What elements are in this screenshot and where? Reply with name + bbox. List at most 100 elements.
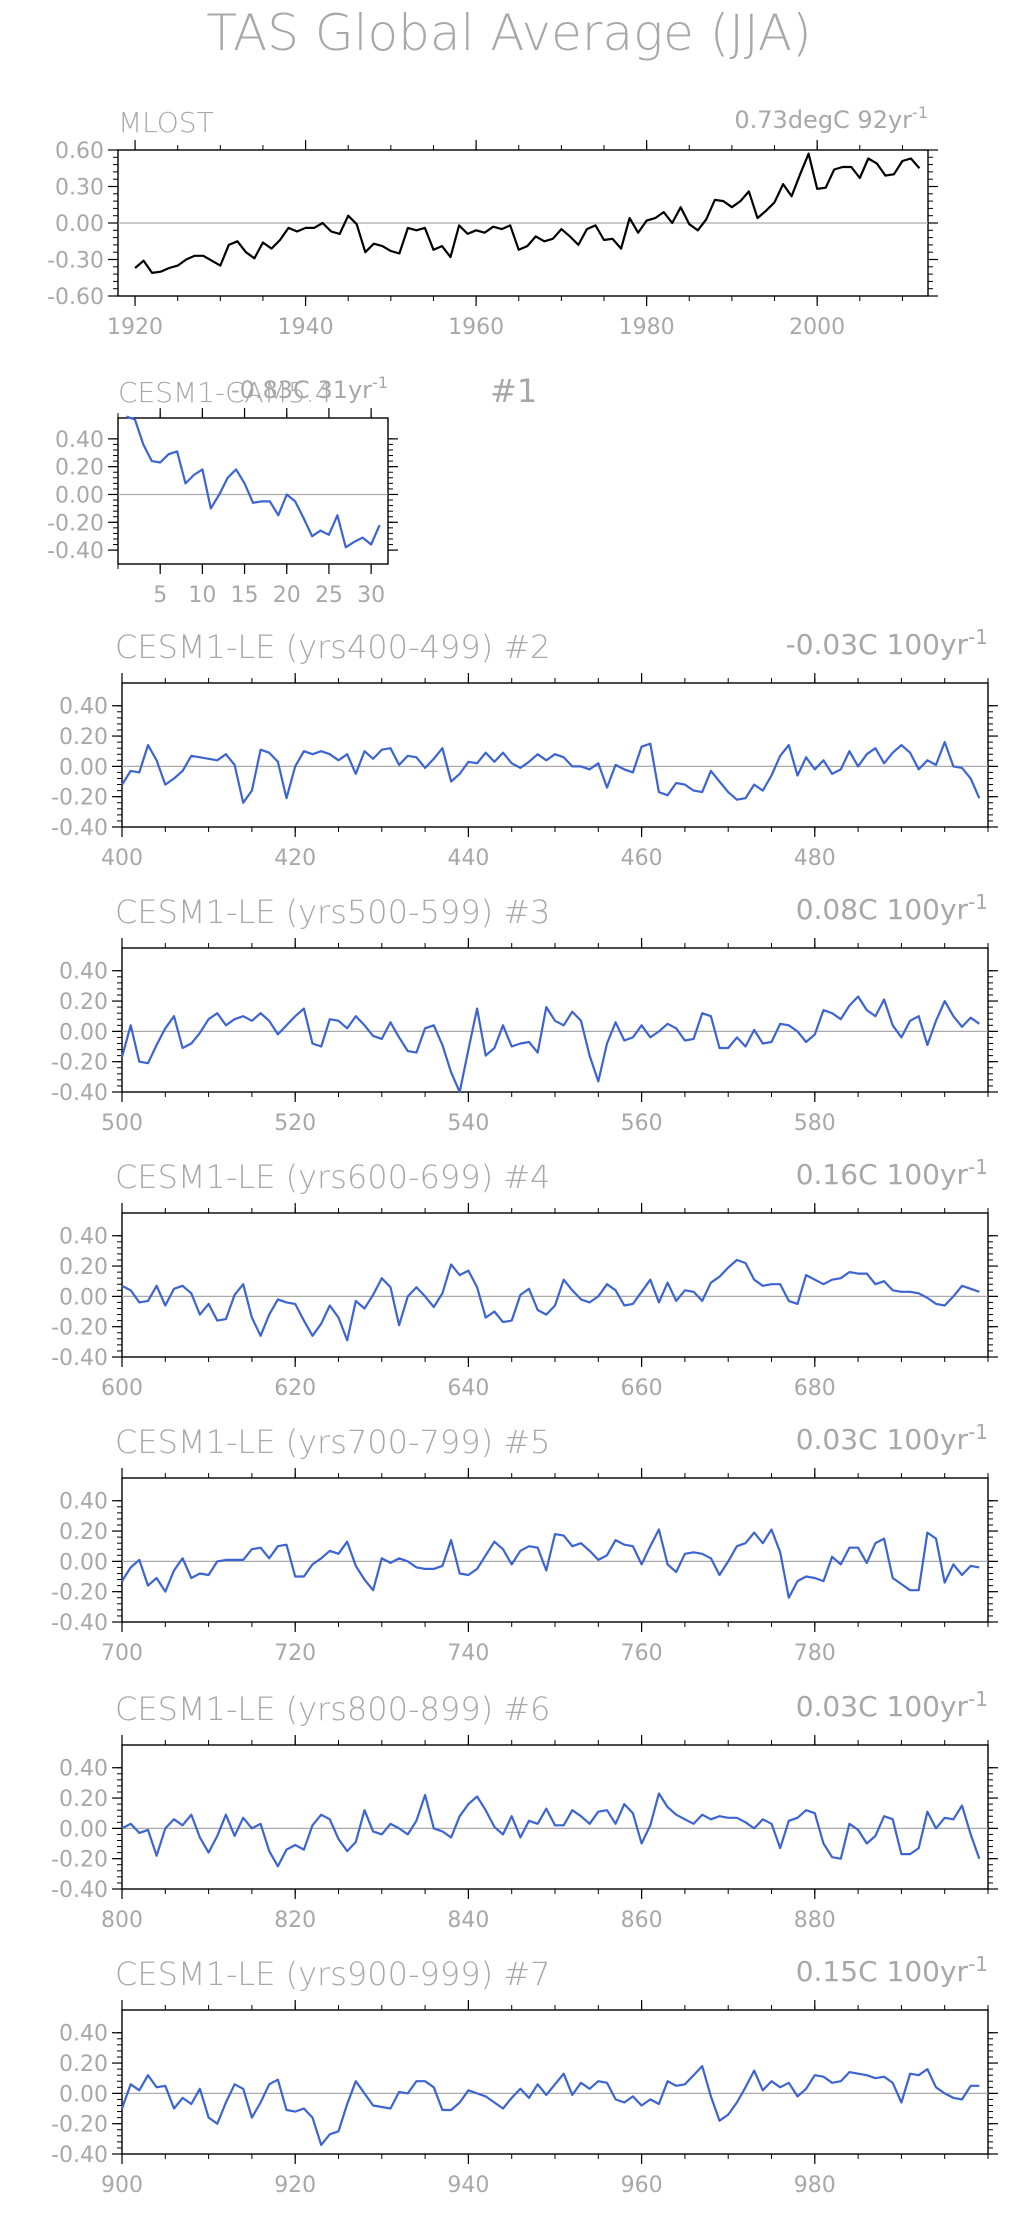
y-tick-label: 0.20 xyxy=(59,990,108,1015)
trend-label: -0.03C 100yr-1 xyxy=(786,625,988,661)
y-tick-label: -0.20 xyxy=(51,786,108,811)
y-tick-label: 0.40 xyxy=(55,428,104,453)
trend-exponent: -1 xyxy=(968,890,988,914)
x-tick-label: 580 xyxy=(794,1111,836,1136)
x-tick-label: 880 xyxy=(794,1908,836,1933)
x-tick-label: 680 xyxy=(794,1376,836,1401)
x-tick-label: 740 xyxy=(447,1641,489,1666)
x-tick-label: 20 xyxy=(273,583,301,608)
y-tick-label: 0.40 xyxy=(59,2022,108,2047)
x-tick-label: 960 xyxy=(621,2173,663,2198)
x-tick-label: 640 xyxy=(447,1376,489,1401)
x-tick-label: 2000 xyxy=(789,315,845,340)
y-tick-label: 0.20 xyxy=(59,725,108,750)
y-tick-label: 0.20 xyxy=(55,456,104,481)
panel-3: 0.40 0.20 0.00 -0.20 -0.40 400 420 440 460 480 CES… xyxy=(51,625,998,871)
x-tick-label: 500 xyxy=(101,1111,143,1136)
run-label: #1 xyxy=(490,372,537,410)
x-tick-label: 600 xyxy=(101,1376,143,1401)
trend-exponent: -1 xyxy=(968,1155,988,1179)
x-tick-label: 820 xyxy=(274,1908,316,1933)
x-tick-label: 700 xyxy=(101,1641,143,1666)
y-tick-label: 0.00 xyxy=(59,1817,108,1842)
panel-title: CESM1-LE (yrs900-999) #7 xyxy=(115,1955,550,1993)
x-tick-label: 440 xyxy=(447,846,489,871)
series-line xyxy=(134,152,921,274)
x-tick-label: 900 xyxy=(101,2173,143,2198)
x-tick-label: 940 xyxy=(447,2173,489,2198)
plot-frame xyxy=(121,1744,989,1890)
x-tick-label: 25 xyxy=(315,583,343,608)
x-tick-label: 560 xyxy=(621,1111,663,1136)
trend-label: 0.03C 100yr-1 xyxy=(796,1420,988,1456)
y-tick-label: 0.20 xyxy=(59,1520,108,1545)
panel-title: CESM1-LE (yrs800-899) #6 xyxy=(115,1690,550,1728)
panel-2: 0.40 0.200.00 -0.20 -0.40 5 10 15 20 25 30 CESM1-C… xyxy=(47,372,537,608)
y-tick-label: -0.40 xyxy=(51,1081,108,1106)
y-tick-label: 0.40 xyxy=(59,960,108,985)
y-tick-label: 0.40 xyxy=(59,695,108,720)
y-tick-label: 0.00 xyxy=(59,1550,108,1575)
y-tick-label: -0.20 xyxy=(51,1316,108,1341)
series-line xyxy=(121,1792,981,1868)
x-tick-label: 1980 xyxy=(619,315,675,340)
x-tick-label: 620 xyxy=(274,1376,316,1401)
y-tick-label: 0.00 xyxy=(59,1285,108,1310)
x-tick-label: 540 xyxy=(447,1111,489,1136)
x-tick-label: 800 xyxy=(101,1908,143,1933)
trend-label: 0.73degC 92yr-1 xyxy=(734,103,928,134)
series-line xyxy=(126,415,381,549)
panel-title: CESM1-LE (yrs400-499) #2 xyxy=(115,628,550,666)
trend-exponent: -1 xyxy=(968,1687,988,1711)
series-line xyxy=(120,995,980,1094)
series-line xyxy=(121,740,981,804)
x-tick-label: 720 xyxy=(274,1641,316,1666)
panel-title: CESM1-LE (yrs600-699) #4 xyxy=(115,1158,550,1196)
y-tick-label: -0.20 xyxy=(51,1581,108,1606)
y-tick-label: 0.20 xyxy=(59,1787,108,1812)
x-tick-label: 460 xyxy=(621,846,663,871)
trend-label: 0.16C 100yr-1 xyxy=(796,1155,988,1191)
x-tick-label: 1940 xyxy=(278,315,334,340)
plot-frame xyxy=(117,417,389,565)
x-tick-label: 400 xyxy=(101,846,143,871)
x-tick-label: 10 xyxy=(188,583,216,608)
x-tick-label: 5 xyxy=(153,583,167,608)
y-tick-label: 0.00 xyxy=(55,483,104,508)
y-tick-label: 0.60 xyxy=(55,139,104,164)
y-tick-label: 0.00 xyxy=(59,755,108,780)
y-tick-label: 0.30 xyxy=(55,176,104,201)
panel-title: CESM1-LE (yrs700-799) #5 xyxy=(115,1423,550,1461)
trend-label: 0.03C 100yr-1 xyxy=(796,1687,988,1723)
x-tick-label: 780 xyxy=(794,1641,836,1666)
panel-6: 0.40 0.20 0.00 -0.20 -0.40 700 720 740 760 780 CES… xyxy=(51,1420,998,1666)
trend-exponent: -1 xyxy=(372,373,388,392)
y-tick-label: 0.40 xyxy=(59,1757,108,1782)
panel-7: 0.40 0.20 0.00 -0.20 -0.40 800 820 840 860 880 CES… xyxy=(51,1687,998,1933)
x-tick-label: 660 xyxy=(621,1376,663,1401)
y-tick-label: -0.20 xyxy=(47,511,104,536)
plot-frame xyxy=(121,1212,989,1358)
y-tick-label: -0.40 xyxy=(47,539,104,564)
x-tick-label: 860 xyxy=(621,1908,663,1933)
x-tick-label: 920 xyxy=(274,2173,316,2198)
y-tick-label: 0.20 xyxy=(59,2052,108,2077)
y-tick-label: -0.40 xyxy=(51,1878,108,1903)
panel-title: CESM1-CAM5.4 xyxy=(118,376,332,409)
panel-title: CESM1-LE (yrs500-599) #3 xyxy=(115,893,550,931)
plot-frame xyxy=(121,2009,989,2155)
y-tick-label: -0.20 xyxy=(51,2113,108,2138)
x-tick-label: 760 xyxy=(621,1641,663,1666)
y-tick-label: -0.20 xyxy=(51,1848,108,1873)
y-tick-label: 0.00 xyxy=(59,1020,108,1045)
x-tick-label: 30 xyxy=(357,583,385,608)
y-tick-label: -0.60 xyxy=(47,285,104,310)
figure-title: TAS Global Average (JJA) xyxy=(206,4,811,62)
panel-4: 0.40 0.20 0.00 -0.20 -0.40 500 520 540 560 580 CES… xyxy=(51,890,998,1136)
series-line xyxy=(121,1258,980,1342)
y-tick-label: 0.40 xyxy=(59,1490,108,1515)
trend-exponent: -1 xyxy=(912,103,928,122)
x-tick-label: 1960 xyxy=(448,315,504,340)
